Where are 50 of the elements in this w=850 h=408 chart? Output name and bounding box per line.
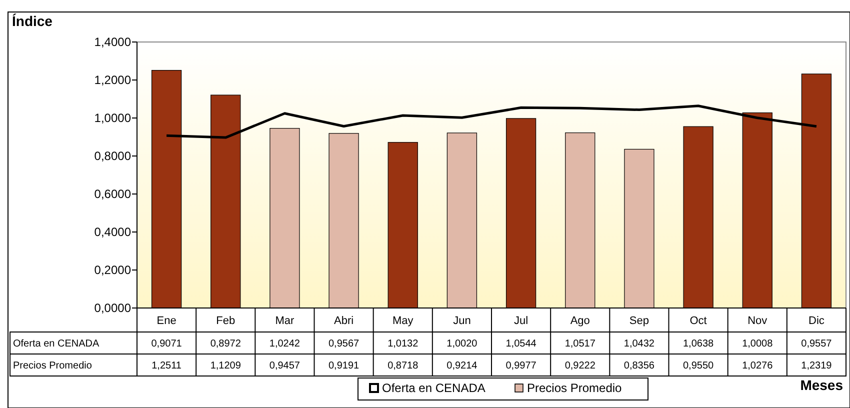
x-tick-label: Sep [629, 314, 649, 327]
data-label: 1,0276 [742, 360, 774, 372]
data-label: 0,9214 [446, 360, 478, 372]
x-tick-label: Feb [216, 314, 236, 327]
x-tick-label: Jun [453, 314, 471, 327]
legend-label: Oferta en CENADA [382, 381, 486, 396]
text: Precios Promedio [13, 360, 92, 372]
y-tick-label: 0,0000 [94, 301, 132, 316]
data-label: 1,2319 [801, 360, 832, 372]
data-label: 1,0242 [269, 338, 300, 350]
data-label: 1,0020 [446, 338, 478, 350]
data-label: 1,1209 [210, 360, 242, 372]
data-label: 0,9222 [564, 360, 596, 372]
x-tick-label: Jul [514, 314, 528, 327]
data-label: 1,0008 [742, 338, 774, 350]
data-label: 1,2511 [152, 360, 182, 372]
y-tick-label: 0,6000 [94, 187, 132, 202]
y-tick-label: 1,4000 [94, 35, 132, 50]
data-label: 1,0638 [682, 338, 714, 350]
x-tick-label: Oct [690, 314, 707, 327]
data-label: 0,8972 [210, 338, 242, 350]
data-label: 0,9457 [269, 360, 300, 372]
data-label: 1,0517 [564, 338, 596, 350]
data-label: 0,8356 [624, 360, 655, 372]
x-tick-label: Ene [156, 314, 176, 327]
data-label: 0,9977 [506, 360, 537, 372]
y-tick-label: 0,2000 [94, 263, 132, 278]
text: Oferta en CENADA [13, 338, 100, 350]
x-tick-label: Abri [334, 314, 354, 327]
data-label: 1,0432 [624, 338, 655, 350]
data-label: 0,9567 [328, 338, 360, 350]
y-tick-label: 1,0000 [94, 111, 132, 126]
data-label: 1,0132 [388, 338, 419, 350]
data-label: 0,8718 [388, 360, 419, 372]
legend-label: Precios Promedio [527, 381, 622, 396]
data-label: 0,9191 [328, 360, 360, 372]
data-label: 0,9557 [801, 338, 832, 350]
y-tick-label: 0,8000 [94, 149, 132, 164]
x-tick-label: Dic [808, 314, 825, 327]
y-tick-label: 1,2000 [94, 73, 132, 88]
data-label: 0,9550 [682, 360, 714, 372]
data-label: 1,0544 [506, 338, 537, 350]
x-tick-label: May [392, 314, 414, 327]
x-axis-title: Meses [800, 377, 844, 393]
x-tick-label: Ago [570, 314, 590, 327]
x-tick-label: Nov [748, 314, 768, 327]
y-axis-title: Índice [12, 13, 53, 29]
x-tick-label: Mar [275, 314, 295, 327]
y-tick-label: 0,4000 [94, 225, 132, 240]
data-label: 0,9071 [151, 338, 182, 350]
